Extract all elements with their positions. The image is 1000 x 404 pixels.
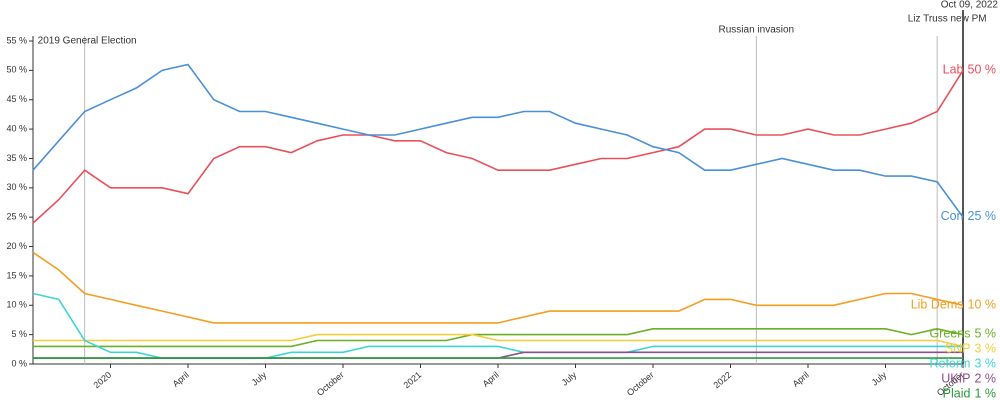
- end-label: Reform 3 %: [929, 357, 996, 371]
- legend-name: Reform: [929, 357, 970, 371]
- y-tick-label: 35 %: [6, 153, 27, 163]
- end-label: Plaid 1 %: [943, 387, 996, 401]
- y-tick-label: 45 %: [6, 94, 27, 104]
- end-label: SNP 3 %: [945, 342, 996, 356]
- end-label: Greens 5 %: [929, 327, 996, 341]
- y-tick-label: 20 %: [6, 241, 27, 251]
- series-line: [33, 333, 964, 348]
- x-tick-label: 2020: [92, 370, 114, 391]
- x-tick-label: April: [481, 370, 501, 389]
- legend-name: Lib Dems: [911, 298, 964, 312]
- x-tick-label: 2022: [712, 370, 734, 391]
- x-tick-label: October: [315, 370, 346, 398]
- end-value: 25 %: [968, 209, 997, 223]
- end-value: 1 %: [974, 387, 996, 401]
- y-tick-label: 40 %: [6, 123, 27, 133]
- end-value: 2 %: [974, 372, 996, 386]
- y-tick-label: 5 %: [11, 329, 27, 339]
- legend-name: UKIP: [941, 372, 970, 386]
- x-tick-label: October: [625, 370, 656, 398]
- annotation-label: 2019 General Election: [38, 36, 137, 47]
- x-tick-label: 2021: [402, 370, 424, 391]
- x-tick-label: April: [791, 370, 811, 389]
- y-tick-label: 0 %: [11, 358, 27, 368]
- series-line: [33, 351, 963, 359]
- y-tick-label: 10 %: [6, 300, 27, 310]
- end-value: 10 %: [968, 298, 997, 312]
- series-line: [33, 327, 964, 348]
- y-tick-label: 30 %: [6, 182, 27, 192]
- legend-name: SNP: [945, 342, 971, 356]
- x-tick-label: April: [171, 370, 191, 389]
- legend-name: Lab: [943, 63, 964, 77]
- legend-name: Greens: [929, 327, 970, 341]
- y-tick-label: 50 %: [6, 65, 27, 75]
- end-value: 3 %: [974, 357, 996, 371]
- series-line: [32, 63, 964, 218]
- end-value: 5 %: [974, 327, 996, 341]
- annotation-label: Russian invasion: [719, 25, 795, 36]
- x-tick-label: July: [250, 369, 269, 387]
- annotation-label: Liz Truss new PM: [908, 14, 987, 25]
- end-value: 50 %: [968, 63, 997, 77]
- end-label: Lib Dems 10 %: [911, 298, 996, 312]
- end-value: 3 %: [974, 342, 996, 356]
- y-tick-label: 25 %: [6, 212, 27, 222]
- series-line: [32, 251, 964, 324]
- y-tick-label: 55 %: [6, 35, 27, 45]
- x-tick-label: July: [870, 369, 889, 387]
- end-label: Con 25 %: [941, 209, 996, 223]
- series-line: [32, 69, 964, 224]
- x-tick-label: July: [560, 369, 579, 387]
- annotation-label: Oct 09, 2022: [941, 0, 999, 11]
- end-label: Lab 50 %: [943, 63, 996, 77]
- series-line: [32, 292, 963, 359]
- end-label: UKIP 2 %: [941, 372, 996, 386]
- y-tick-label: 15 %: [6, 270, 27, 280]
- legend-name: Plaid: [943, 387, 971, 401]
- legend-name: Con: [941, 209, 964, 223]
